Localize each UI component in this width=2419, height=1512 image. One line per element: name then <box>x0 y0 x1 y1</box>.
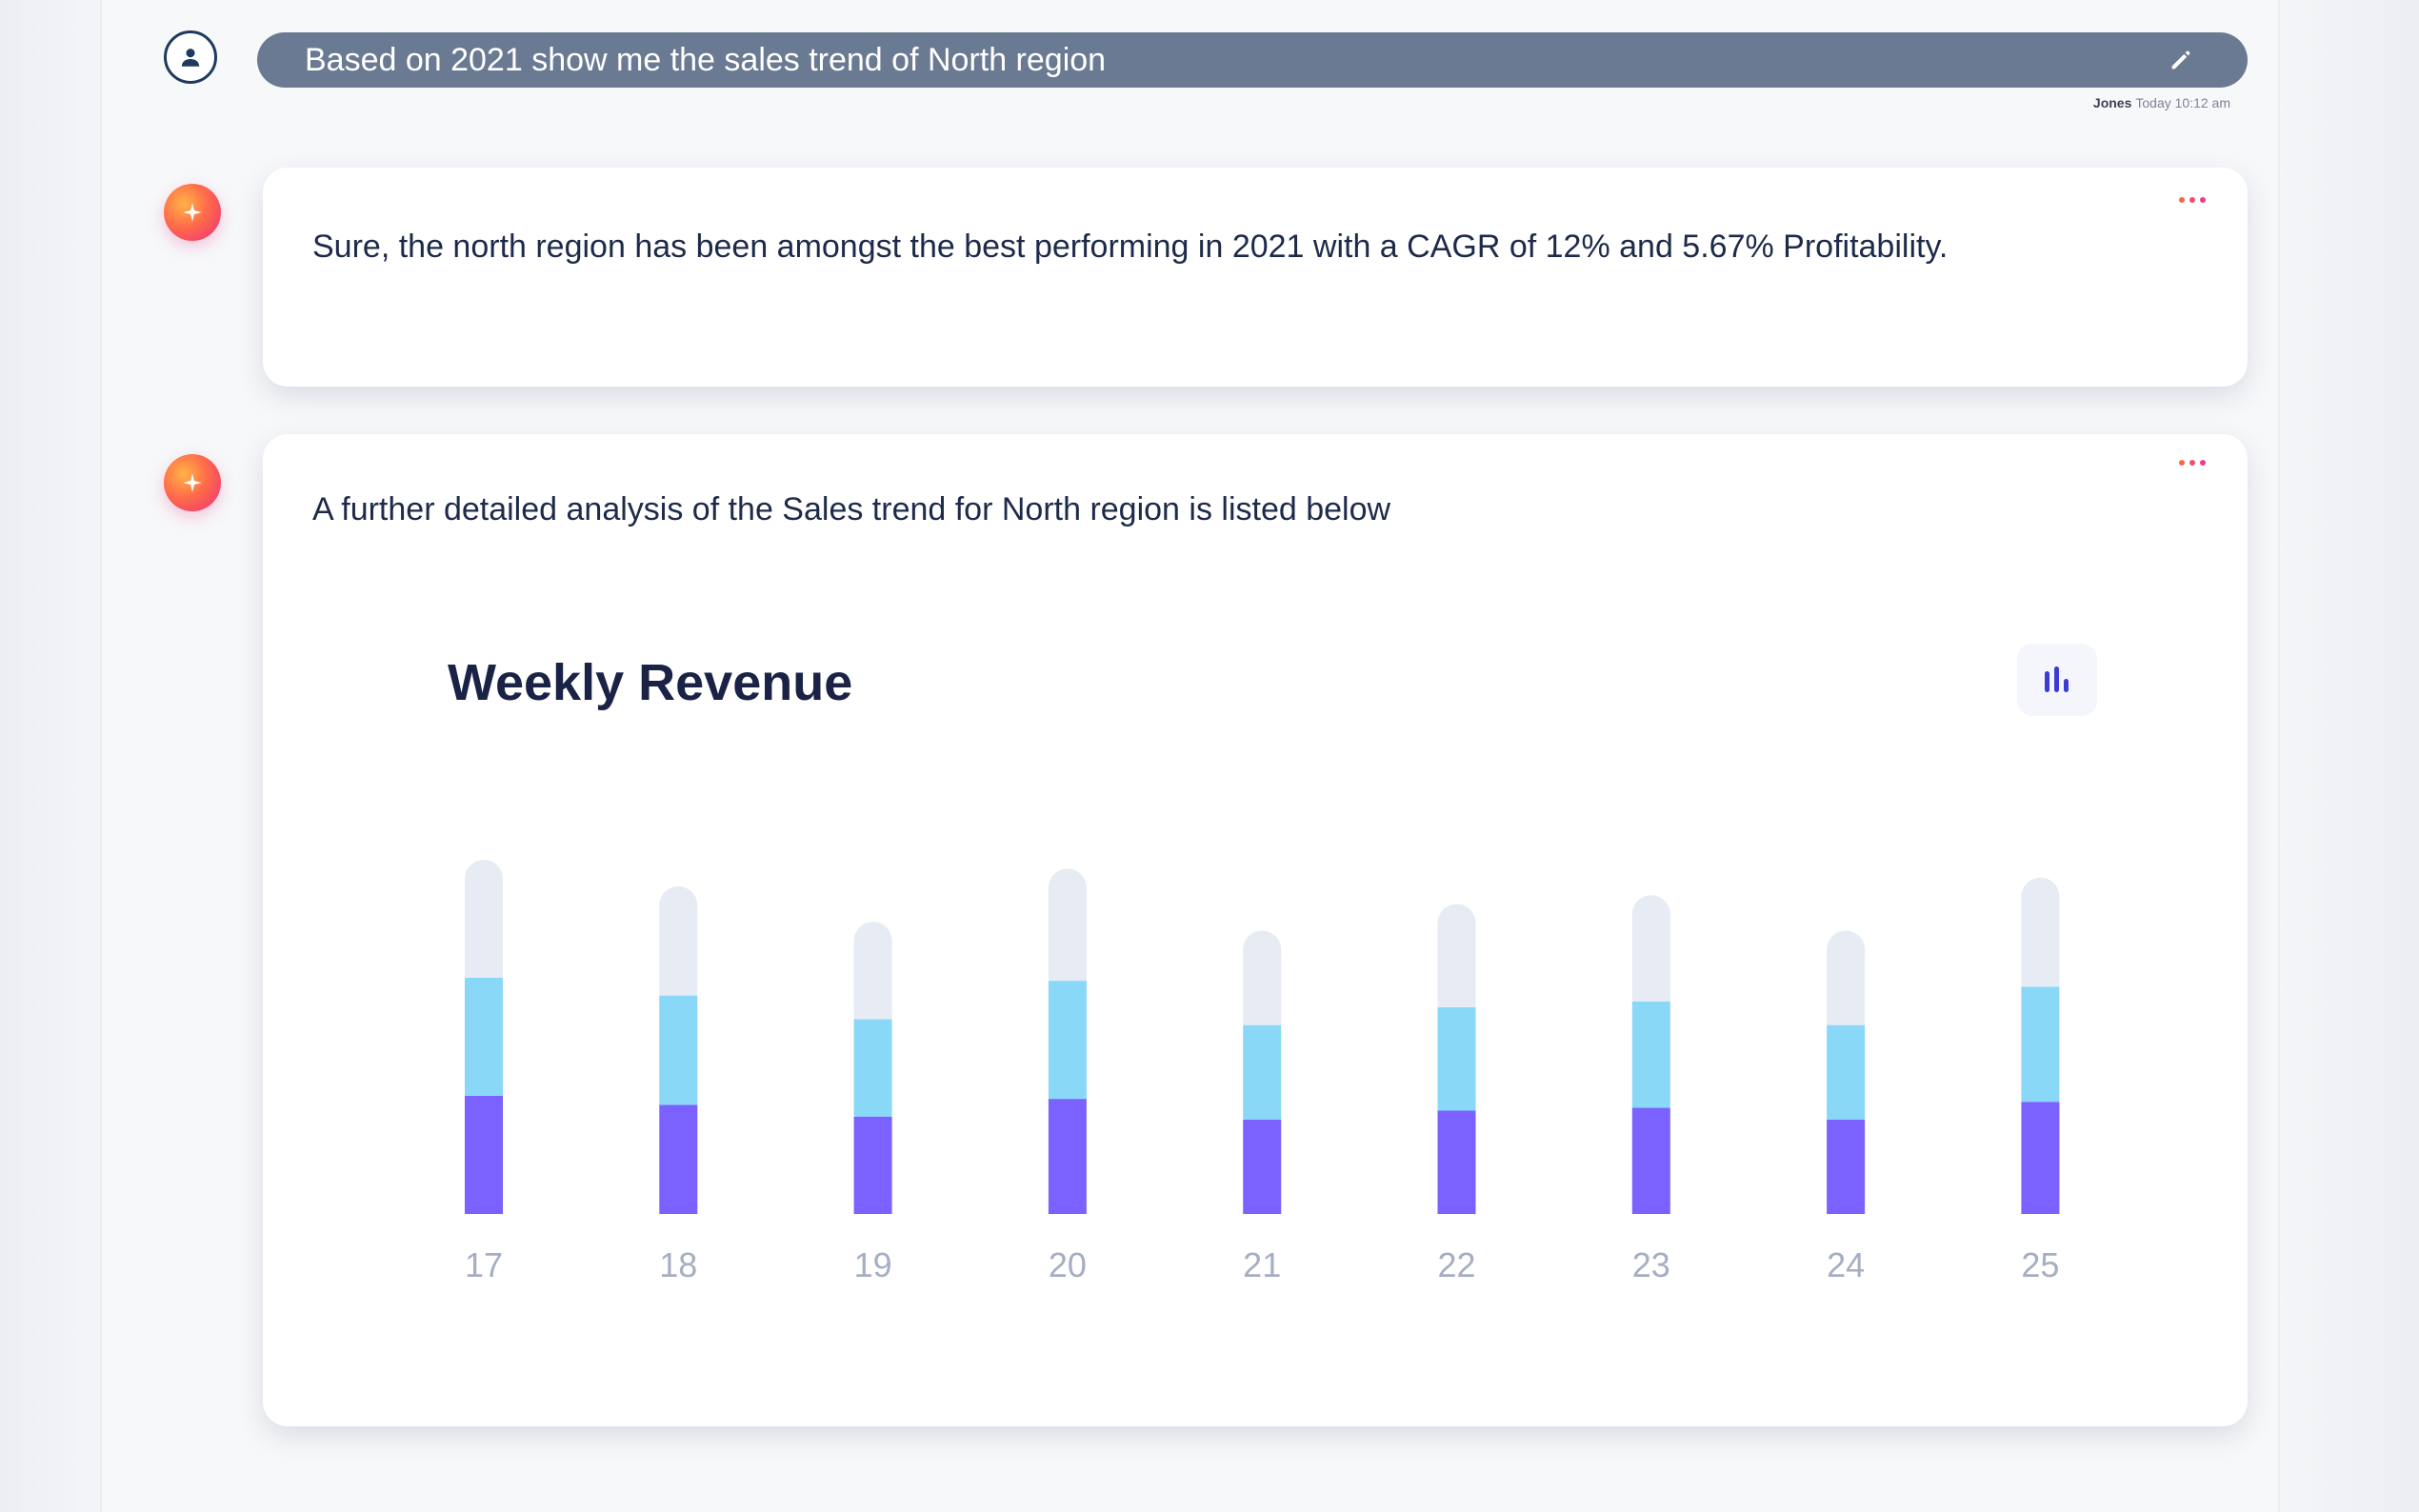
bar-segment-top <box>659 885 698 996</box>
bar-segment-bottom <box>659 1104 698 1214</box>
user-icon <box>181 49 200 67</box>
bar-segment-bottom <box>1827 1119 1866 1214</box>
bar-23 <box>1631 895 1670 1214</box>
user-prompt-text: Based on 2021 show me the sales trend of… <box>305 41 1107 78</box>
chart-title: Weekly Revenue <box>448 654 853 711</box>
bar-chart-icon <box>2045 666 2069 692</box>
ai-message-text: Sure, the north region has been amongst … <box>312 229 1949 265</box>
bar-19 <box>853 922 892 1214</box>
bar-18 <box>659 885 698 1214</box>
x-tick-label: 23 <box>1632 1245 1670 1284</box>
bar-segment-top <box>853 922 892 1020</box>
bar-17 <box>465 860 503 1214</box>
chart-type-button[interactable] <box>2017 644 2097 716</box>
bar-segment-middle <box>853 1019 892 1117</box>
more-dots-icon <box>2179 460 2185 466</box>
ai-avatar <box>164 184 221 241</box>
sparkle-icon <box>183 473 202 492</box>
bar-segment-bottom <box>2021 1102 2060 1214</box>
bar-segment-middle <box>1631 1001 1670 1108</box>
bar-segment-bottom <box>853 1116 892 1214</box>
ai-message-text: A further detailed analysis of the Sales… <box>312 491 1391 527</box>
message-meta: Jones Today 10:12 am <box>2048 95 2230 110</box>
bar-segment-middle <box>1437 1007 1476 1111</box>
left-background <box>0 0 100 1512</box>
bar-segment-top <box>2021 877 2060 987</box>
bar-segment-middle <box>1048 981 1087 1100</box>
user-avatar <box>164 30 217 84</box>
weekly-revenue-chart: 17 18 19 20 21 22 23 24 25 <box>465 860 2060 1284</box>
bar-segment-bottom <box>1437 1110 1476 1214</box>
bar-segment-top <box>1048 868 1087 982</box>
ai-chart-card: A further detailed analysis of the Sales… <box>263 434 2248 1426</box>
bar-segment-middle <box>659 995 698 1105</box>
bar-segment-bottom <box>465 1096 503 1214</box>
bar-24 <box>1827 930 1866 1214</box>
author-name: Jones <box>2092 95 2132 110</box>
bar-segment-middle <box>465 978 503 1096</box>
bar-22 <box>1437 904 1476 1214</box>
bar-segment-top <box>465 860 503 978</box>
x-tick-label: 20 <box>1049 1245 1087 1284</box>
bar-segment-bottom <box>1048 1099 1087 1214</box>
bar-25 <box>2021 877 2060 1214</box>
bar-20 <box>1048 868 1087 1214</box>
ai-message-card: Sure, the north region has been amongst … <box>263 168 2248 387</box>
x-tick-label: 21 <box>1243 1245 1281 1284</box>
bar-segment-middle <box>2021 986 2060 1103</box>
right-background <box>2276 0 2419 1512</box>
x-tick-label: 19 <box>854 1245 892 1284</box>
ai-avatar <box>164 454 221 511</box>
x-tick-label: 25 <box>2021 1245 2059 1284</box>
bar-segment-bottom <box>1631 1107 1670 1214</box>
edit-prompt-button[interactable] <box>2162 41 2200 79</box>
more-options-button[interactable] <box>2179 192 2211 208</box>
bar-segment-top <box>1243 930 1282 1025</box>
bar-segment-top <box>1827 930 1866 1025</box>
x-tick-label: 18 <box>659 1245 697 1284</box>
message-time: Today 10:12 am <box>2135 95 2230 110</box>
bar-segment-top <box>1437 904 1476 1007</box>
bar-segment-bottom <box>1243 1119 1282 1214</box>
more-dots-icon <box>2179 197 2185 203</box>
x-tick-label: 24 <box>1827 1245 1865 1284</box>
user-prompt-bubble[interactable]: Based on 2021 show me the sales trend of… <box>257 32 2248 88</box>
bar-21 <box>1243 930 1282 1214</box>
pencil-icon <box>2171 50 2190 70</box>
sparkle-icon <box>183 203 202 222</box>
bar-segment-middle <box>1827 1025 1866 1120</box>
bar-segment-top <box>1631 895 1670 1002</box>
x-tick-label: 17 <box>465 1245 503 1284</box>
x-tick-label: 22 <box>1437 1245 1475 1284</box>
more-options-button[interactable] <box>2179 455 2211 470</box>
bar-segment-middle <box>1243 1025 1282 1120</box>
